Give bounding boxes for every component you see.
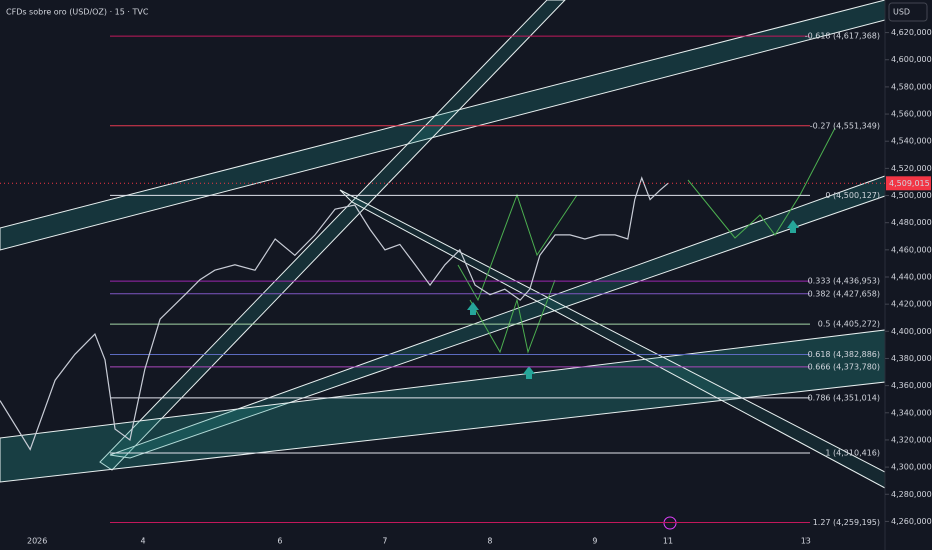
y-tick-label: 4,420,000 (891, 300, 932, 309)
fib-label: -0.618 (4,617,368) (805, 32, 880, 41)
fib-label: 0.333 (4,436,953) (808, 277, 880, 286)
current-price-label: 4,509,015 (889, 179, 930, 188)
x-tick-label: 9 (592, 537, 597, 546)
y-tick-label: 4,500,000 (891, 191, 932, 200)
price-line (0, 176, 669, 451)
x-tick-label: 6 (277, 537, 282, 546)
fib-label: 0.5 (4,405,272) (818, 320, 880, 329)
currency-label: USD (893, 8, 910, 17)
y-tick-label: 4,300,000 (891, 463, 932, 472)
x-tick-label: 7 (382, 537, 387, 546)
fib-label: -0.27 (4,551,349) (810, 121, 880, 130)
y-tick-label: 4,580,000 (891, 82, 932, 91)
y-tick-label: 4,560,000 (891, 110, 932, 119)
x-tick-label: 13 (801, 537, 811, 546)
current-price-box (886, 176, 931, 191)
y-tick-label: 4,540,000 (891, 137, 932, 146)
fib-label: 0 (4,500,127) (825, 191, 880, 200)
x-tick-label: 8 (487, 537, 492, 546)
y-tick-label: 4,480,000 (891, 218, 932, 227)
y-tick-label: 4,280,000 (891, 490, 932, 499)
y-tick-label: 4,520,000 (891, 164, 932, 173)
projection (469, 279, 556, 354)
projection (687, 127, 836, 239)
x-tick-label: 4 (141, 537, 146, 546)
y-tick-label: 4,460,000 (891, 245, 932, 254)
fib-label: 1 (4,310,416) (825, 448, 880, 457)
y-tick-label: 4,340,000 (891, 408, 932, 417)
fib-label: 0.786 (4,351,014) (808, 393, 880, 402)
y-tick-label: 4,320,000 (891, 435, 932, 444)
y-tick-label: 4,360,000 (891, 381, 932, 390)
chart-title: CFDs sobre oro (USD/OZ) · 15 · TVC (6, 8, 149, 17)
y-tick-label: 4,380,000 (891, 354, 932, 363)
y-tick-label: 4,440,000 (891, 273, 932, 282)
x-tick-label: 2026 (27, 537, 47, 546)
fib-label: 1.27 (4,259,195) (813, 518, 880, 527)
y-tick-label: 4,620,000 (891, 28, 932, 37)
steep-channel (99, 0, 566, 471)
fib-label: 0.666 (4,373,780) (808, 362, 880, 371)
y-tick-label: 4,600,000 (891, 55, 932, 64)
fib-label: 0.618 (4,382,886) (808, 350, 880, 359)
currency-button[interactable] (888, 2, 928, 22)
x-tick-label: 11 (663, 537, 673, 546)
y-tick-label: 4,400,000 (891, 327, 932, 336)
y-tick-label: 4,260,000 (891, 517, 932, 526)
drawings (0, 0, 886, 530)
fib-label: 0.382 (4,427,658) (808, 289, 880, 298)
